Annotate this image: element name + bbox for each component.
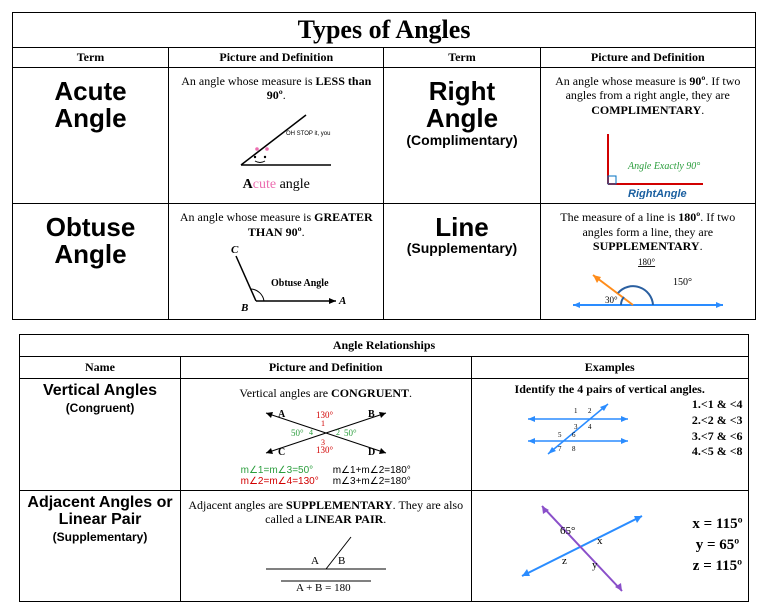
svg-text:30°: 30° [605, 295, 618, 305]
def-acute: An angle whose measure is LESS than 90º. [173, 70, 379, 103]
svg-text:2: 2 [336, 428, 340, 437]
svg-text:1: 1 [321, 419, 325, 428]
t2-hdr-0: Name [20, 357, 180, 379]
svg-text:Angle Exactly 90°: Angle Exactly 90° [627, 161, 700, 172]
table1-title: Types of Angles [13, 13, 756, 48]
vertical-equations: m∠1=m∠3=50° m∠2=m∠4=130° m∠1+m∠2=180° m∠… [241, 465, 411, 487]
t2-hdr-1: Picture and Definition [180, 357, 471, 379]
angle-relationships-table: Angle Relationships Name Picture and Def… [19, 334, 748, 601]
svg-text:50°: 50° [344, 428, 357, 438]
svg-text:8: 8 [572, 445, 576, 453]
svg-text:2: 2 [588, 407, 592, 415]
linear-diagram: A B A + B = 180 [186, 527, 466, 596]
svg-text:6: 6 [572, 431, 576, 439]
svg-text:D: D [368, 447, 375, 458]
term-right: Right Angle (Complimentary) [388, 70, 535, 151]
svg-text:50°: 50° [291, 428, 304, 438]
svg-text:A + B = 180: A + B = 180 [296, 582, 351, 594]
types-of-angles-table: Types of Angles Term Picture and Definit… [12, 12, 756, 320]
svg-text:A: A [278, 409, 286, 420]
term-obtuse: Obtuse Angle [17, 206, 164, 273]
svg-text:1: 1 [574, 407, 578, 415]
ex-linear-answers: x = 115º y = 65º z = 115º [692, 514, 742, 577]
term-line: Line (Supplementary) [388, 206, 535, 260]
def-vertical: Vertical angles are CONGRUENT. [186, 382, 466, 400]
ex-vertical-header: Identify the 4 pairs of vertical angles. [477, 382, 743, 397]
svg-text:Obtuse Angle: Obtuse Angle [271, 278, 329, 289]
t2-hdr-2: Examples [471, 357, 748, 379]
svg-text:5: 5 [558, 431, 562, 439]
svg-text:z: z [562, 555, 567, 567]
ex-vertical-answers: 1.<1 & <4 2.<2 & <3 3.<7 & <6 4.<5 & <8 [688, 397, 743, 459]
def-supp: The measure of a line is 180º. If two an… [545, 206, 752, 253]
ex-vertical-diagram: 1 2 3 4 5 6 7 8 [518, 399, 638, 459]
svg-text:B: B [338, 555, 345, 567]
t1-hdr-2: Term [384, 48, 540, 68]
svg-text:B: B [240, 302, 248, 311]
table2-title: Angle Relationships [20, 335, 748, 357]
svg-text:65°: 65° [560, 525, 575, 537]
svg-text:3: 3 [321, 438, 325, 447]
svg-text:A: A [338, 295, 346, 307]
svg-text:C: C [231, 244, 239, 256]
obtuse-diagram: C Obtuse Angle B A [173, 239, 379, 313]
svg-text:3: 3 [574, 423, 578, 431]
t1-hdr-3: Picture and Definition [540, 48, 756, 68]
vertical-diagram: A B C D 130° 130° 50° 50° 12 34 m∠1=m∠3=… [186, 401, 466, 487]
def-linear: Adjacent angles are SUPPLEMENTARY. They … [186, 494, 466, 527]
svg-text:4: 4 [309, 428, 313, 437]
right-diagram: Angle Exactly 90° RightAngle [545, 117, 752, 201]
svg-text:RightAngle: RightAngle [628, 188, 687, 199]
svg-text:x: x [597, 535, 603, 547]
acute-diagram: OH STOP it, you Acute angle [173, 103, 379, 193]
def-right: An angle whose measure is 90º. If two an… [545, 70, 752, 117]
svg-text:7: 7 [558, 445, 562, 453]
svg-text:A: A [311, 555, 319, 567]
svg-text:C: C [278, 447, 285, 458]
t1-hdr-0: Term [13, 48, 169, 68]
supp-diagram: 180° 150° 30° [545, 253, 752, 317]
def-obtuse: An angle whose measure is GREATER THAN 9… [173, 206, 379, 239]
name-linear: Adjacent Angles or Linear Pair (Suppleme… [25, 494, 174, 544]
svg-text:OH STOP it, you: OH STOP it, you [286, 131, 330, 137]
svg-text:4: 4 [588, 423, 592, 431]
ex-linear-diagram: 65° x y z [512, 496, 652, 596]
t1-hdr-1: Picture and Definition [169, 48, 384, 68]
svg-text:180°: 180° [638, 257, 656, 267]
term-acute: Acute Angle [17, 70, 164, 137]
svg-text:150°: 150° [673, 277, 692, 288]
acute-caption: Acute angle [243, 177, 310, 193]
svg-text:y: y [592, 559, 598, 571]
name-vertical: Vertical Angles (Congruent) [25, 382, 174, 415]
svg-text:B: B [368, 409, 375, 420]
